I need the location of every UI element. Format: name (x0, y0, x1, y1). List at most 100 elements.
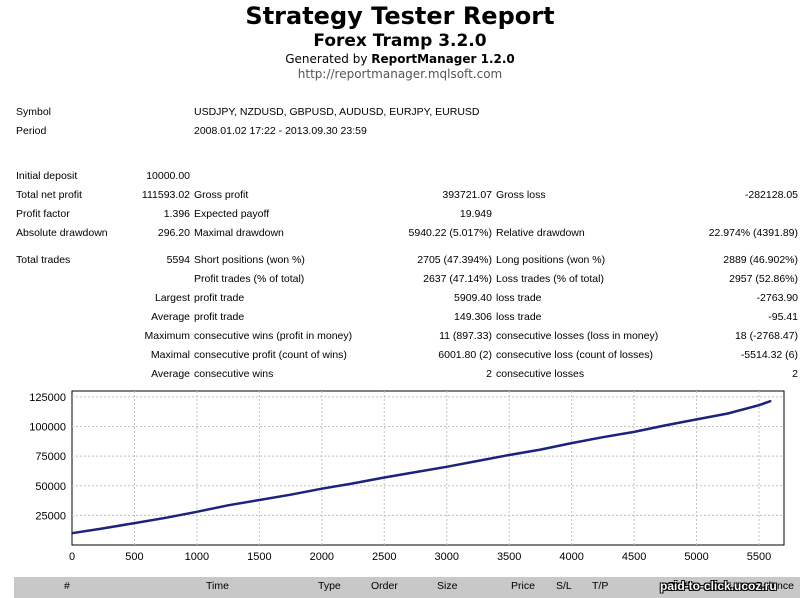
x-tick-label: 4500 (622, 551, 646, 563)
balance-point (414, 471, 417, 473)
col-order[interactable]: Order (371, 580, 398, 592)
initial-deposit-label: Initial deposit (16, 169, 78, 182)
average-loss-value: -95.41 (768, 310, 799, 323)
col-time[interactable]: Time (206, 580, 229, 592)
x-tick-label: 1000 (185, 551, 209, 563)
maximum-label: Maximum (144, 329, 190, 342)
largest-label: Largest (154, 291, 190, 304)
col-tp[interactable]: T/P (592, 580, 609, 592)
col-balance[interactable]: Balance (756, 580, 794, 592)
y-tick-label: 25000 (35, 510, 66, 522)
x-axis-ticks: 0 500 1000 1500 2000 2500 3000 3500 4000 4500 5000… (69, 551, 771, 563)
y-tick-label: 125000 (29, 392, 66, 404)
drawdown-row: Absolute drawdown 296.20 Maximal drawdow… (14, 223, 800, 242)
x-tick-label: 1500 (247, 551, 271, 563)
grid-lines (72, 391, 784, 545)
x-tick-label: 4000 (559, 551, 583, 563)
max-consec-losses-label: consecutive losses (loss in money) (496, 329, 659, 342)
balance-point (196, 511, 198, 513)
profit-trades-value: 2637 (47.14%) (423, 272, 492, 285)
balance-point (133, 522, 136, 524)
col-sl[interactable]: S/L (556, 580, 572, 592)
col-price[interactable]: Price (511, 580, 535, 592)
largest-loss-label: loss trade (496, 291, 542, 304)
largest-loss-value: -2763.90 (756, 291, 799, 304)
balance-point (258, 499, 261, 501)
balance-point (726, 412, 729, 415)
balance-point (102, 527, 105, 530)
expected-payoff-label: Expected payoff (194, 207, 270, 220)
balance-point (164, 516, 167, 519)
gross-profit-label: Gross profit (194, 188, 249, 201)
balance-point (570, 442, 573, 444)
x-tick-label: 5000 (684, 551, 708, 563)
largest-profit-label: profit trade (194, 291, 245, 304)
average-loss-label: loss trade (496, 310, 542, 323)
max-consec-wins-label: consecutive wins (profit in money) (194, 329, 353, 342)
balance-point (445, 466, 448, 468)
balance-point (508, 454, 510, 456)
average-profit-value: 149.306 (454, 310, 492, 323)
maximal-label: Maximal (150, 348, 190, 361)
balance-point (477, 460, 479, 462)
watermark: paid-to-click.ucoz.ru (660, 579, 777, 593)
x-tick-label: 3500 (497, 551, 521, 563)
max-consec-wins-value: 11 (897.33) (439, 329, 492, 342)
total-trades-row: Total trades 5594 Short positions (won %… (14, 250, 800, 269)
average-label: Average (151, 310, 190, 323)
expected-payoff-value: 19.949 (459, 207, 492, 220)
balance-point (602, 436, 604, 438)
average2-label: Average (151, 367, 190, 380)
x-tick-label: 2500 (372, 551, 396, 563)
period-row: Period 2008.01.02 17:22 - 2013.09.30 23:… (14, 121, 800, 140)
short-positions-value: 2705 (47.394%) (417, 253, 492, 266)
average-consec-row: Average consecutive wins 2 consecutive l… (14, 364, 800, 383)
largest-row: Largest profit trade 5909.40 loss trade … (14, 288, 800, 307)
generated-tool: ReportManager 1.2.0 (371, 52, 515, 66)
balance-point (321, 487, 323, 490)
average-row: Average profit trade 149.306 loss trade … (14, 307, 800, 326)
balance-point (227, 504, 229, 507)
symbol-value: USDJPY, NZDUSD, GBPUSD, AUDUSD, EURJPY, … (194, 105, 480, 118)
total-trades-value: 5594 (166, 253, 190, 266)
generated-prefix: Generated by (285, 52, 372, 66)
y-tick-label: 75000 (35, 451, 66, 463)
maximal-consec-loss-value: -5514.32 (6) (740, 348, 799, 361)
avg-consec-losses-label: consecutive losses (496, 367, 585, 380)
initial-deposit-row: Initial deposit 10000.00 (14, 166, 800, 185)
plot-area (71, 390, 785, 546)
profit-factor-value: 1.396 (163, 207, 190, 220)
profit-trades-row: Profit trades (% of total) 2637 (47.14%)… (14, 269, 800, 288)
initial-deposit-value: 10000.00 (146, 169, 190, 182)
balance-point (289, 493, 292, 496)
relative-drawdown-value: 22.974% (4391.89) (708, 226, 799, 239)
maximal-consec-profit-value: 6001.80 (2) (438, 348, 492, 361)
col-type[interactable]: Type (318, 580, 341, 592)
absolute-drawdown-label: Absolute drawdown (16, 226, 108, 239)
balance-point (539, 448, 542, 451)
balance-chart: 25000 50000 75000 100000 125000 0 500 1000 1500… (29, 390, 785, 563)
period-value: 2008.01.02 17:22 - 2013.09.30 23:59 (194, 124, 367, 137)
largest-profit-value: 5909.40 (454, 291, 492, 304)
gross-loss-value: -282128.05 (744, 188, 799, 201)
total-net-profit-label: Total net profit (16, 188, 82, 201)
y-axis-ticks: 25000 50000 75000 100000 125000 (29, 392, 66, 522)
col-num[interactable]: # (64, 580, 70, 592)
maximal-drawdown-value: 5940.22 (5.017%) (408, 226, 492, 239)
generated-by: Generated by ReportManager 1.2.0 (0, 52, 800, 66)
total-trades-label: Total trades (16, 253, 71, 266)
balance-point (695, 418, 698, 421)
period-label: Period (16, 124, 47, 137)
relative-drawdown-label: Relative drawdown (496, 226, 585, 239)
gross-loss-label: Gross loss (496, 188, 546, 201)
profit-factor-row: Profit factor 1.396 Expected payoff 19.9… (14, 204, 800, 223)
col-profit[interactable]: Profit (668, 580, 693, 592)
report-title: Strategy Tester Report (245, 2, 555, 30)
avg-consec-wins-label: consecutive wins (194, 367, 274, 380)
report-table: Symbol USDJPY, NZDUSD, GBPUSD, AUDUSD, E… (14, 102, 800, 383)
short-positions-label: Short positions (won %) (194, 253, 305, 266)
report-url[interactable]: http://reportmanager.mqlsoft.com (297, 67, 503, 81)
loss-trades-value: 2957 (52.86%) (729, 272, 799, 285)
balance-point (71, 532, 73, 534)
col-size[interactable]: Size (437, 580, 458, 592)
